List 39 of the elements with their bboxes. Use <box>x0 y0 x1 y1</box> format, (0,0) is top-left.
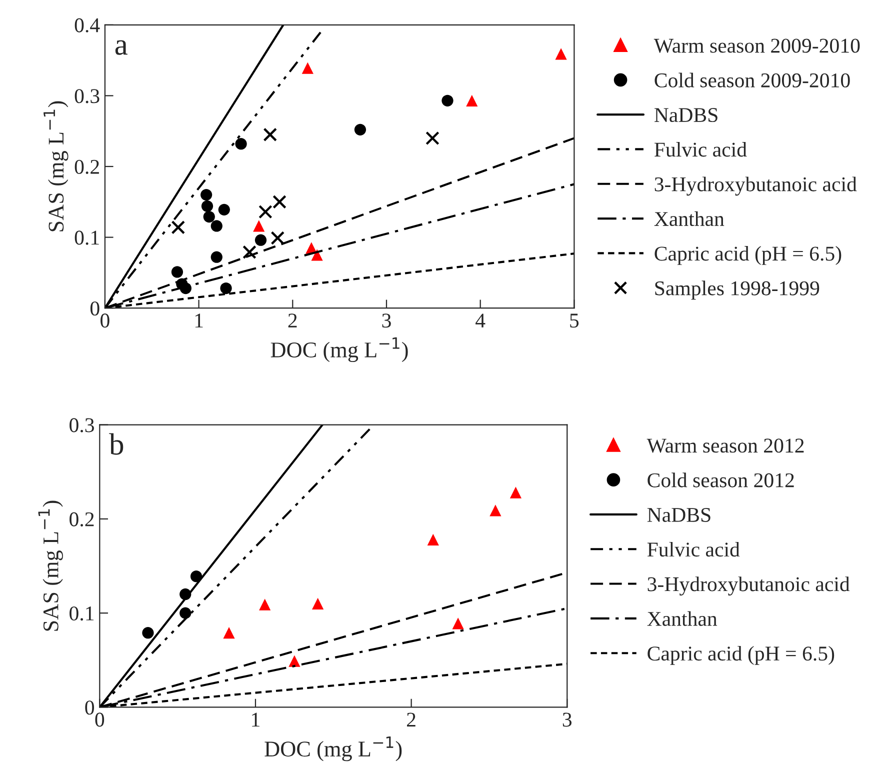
y-tick-label: 0.3 <box>74 89 100 104</box>
x-tick-label: 3 <box>562 712 572 727</box>
legend-label: 3-Hydroxybutanoic acid <box>648 576 850 596</box>
x-tick-label: 3 <box>382 314 391 328</box>
y-axis-title: SAS (mg L$^{−1}$) <box>38 500 63 631</box>
y-tick-label: 0 <box>85 700 94 715</box>
legend-label: Cold season 2012 <box>648 472 794 488</box>
x-tick-label: 2 <box>288 314 297 328</box>
legend-label: Xanthan <box>647 611 718 626</box>
y-tick-label: 0.2 <box>70 512 94 526</box>
annotation: a <box>115 40 128 55</box>
legend-label: Capric acid (pH = 6.5) <box>654 246 842 265</box>
legend-label: Warm season 2009-2010 <box>654 38 860 53</box>
legend-label: Xanthan <box>654 211 724 226</box>
y-tick-label: 0.1 <box>70 606 94 621</box>
y-tick-label: 0.2 <box>74 160 99 174</box>
y-tick-label: 0.3 <box>70 418 94 432</box>
legend-label: 3-Hydroxybutanoic acid <box>654 176 857 196</box>
legend-label: Samples 1998-1999 <box>655 280 820 300</box>
annotation: b <box>109 433 124 455</box>
legend-label: NaDBS <box>654 108 718 122</box>
y-axis-title: SAS (mg L$^{−1}$) <box>44 101 68 232</box>
x-tick-label: 1 <box>252 712 260 727</box>
x-tick-label: 4 <box>476 314 486 328</box>
legend-label: Fulvic acid <box>654 142 747 157</box>
y-tick-label: 0 <box>90 301 100 316</box>
x-tick-label: 5 <box>570 314 579 328</box>
x-tick-label: 1 <box>195 314 203 328</box>
legend-label: NaDBS <box>647 508 710 522</box>
x-tick-label: 2 <box>407 712 416 727</box>
x-axis-title: DOC (mg L$^{−1}$) <box>264 736 402 762</box>
legend-label: Cold season 2009-2010 <box>654 72 850 88</box>
y-tick-label: 0.1 <box>74 230 99 245</box>
y-tick-label: 0.4 <box>74 18 100 32</box>
x-tick-label: 0 <box>100 314 110 328</box>
legend-label: Fulvic acid <box>647 542 740 557</box>
legend-label: Capric acid (pH = 6.5) <box>648 646 834 665</box>
legend-label: Warm season 2012 <box>646 438 804 453</box>
x-axis-title: DOC (mg L$^{−1}$) <box>270 337 408 362</box>
